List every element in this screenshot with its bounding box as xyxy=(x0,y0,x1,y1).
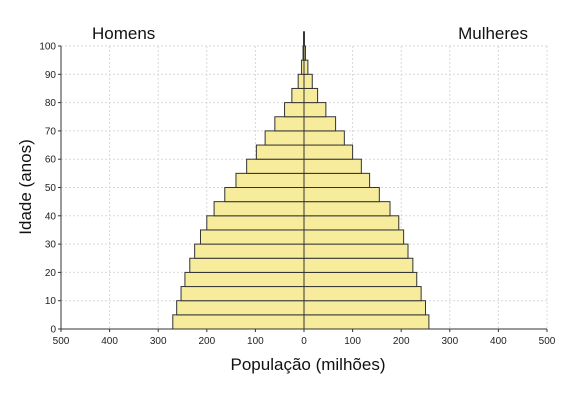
bar-male-age-70 xyxy=(274,116,305,132)
bar-male-age-65 xyxy=(264,130,305,146)
bar-male-age-75 xyxy=(284,102,305,118)
y-tick-label: 40 xyxy=(45,211,57,222)
bar-male-age-60 xyxy=(255,144,305,160)
bar-female-age-10 xyxy=(303,286,422,302)
bar-male-age-5 xyxy=(176,300,305,316)
bar-male-age-15 xyxy=(184,271,305,288)
bar-female-age-65 xyxy=(303,130,345,146)
y-axis-title: Idade (anos) xyxy=(16,139,35,234)
bar-female-age-35 xyxy=(303,215,400,231)
x-tick-label: 0 xyxy=(301,336,307,347)
bar-female-age-30 xyxy=(303,229,405,245)
x-tick-label: 400 xyxy=(101,336,118,347)
bar-male-age-10 xyxy=(180,286,305,302)
bar-female-age-0 xyxy=(303,314,430,330)
x-tick-label: 500 xyxy=(53,336,70,347)
y-tick-label: 50 xyxy=(45,183,57,194)
bar-male-age-35 xyxy=(206,215,305,231)
bar-male-age-45 xyxy=(224,187,305,203)
bar-female-age-85 xyxy=(303,73,313,89)
x-tick-label: 100 xyxy=(344,336,361,347)
y-tick-label: 70 xyxy=(45,126,57,137)
x-axis-title: População (milhões) xyxy=(231,355,386,374)
x-tick-label: 200 xyxy=(393,336,410,347)
y-tick-label: 10 xyxy=(45,296,57,307)
bar-female-age-20 xyxy=(303,257,414,273)
x-tick-label: 300 xyxy=(441,336,458,347)
y-tick-label: 60 xyxy=(45,155,57,166)
x-tick-label: 200 xyxy=(198,336,215,347)
y-tick-label: 100 xyxy=(39,42,56,53)
right-group-label: Mulheres xyxy=(458,24,528,43)
y-tick-label: 0 xyxy=(50,325,56,336)
bar-male-age-55 xyxy=(246,158,305,174)
y-tick-label: 90 xyxy=(45,70,57,81)
x-tick-label: 100 xyxy=(247,336,264,347)
bar-female-age-80 xyxy=(303,87,319,104)
x-tick-label: 400 xyxy=(490,336,507,347)
bar-female-age-70 xyxy=(303,116,337,132)
left-group-label: Homens xyxy=(92,24,155,43)
bar-female-age-55 xyxy=(303,158,362,174)
bar-male-age-25 xyxy=(194,243,305,259)
bar-male-age-30 xyxy=(199,229,305,245)
bar-female-age-25 xyxy=(303,243,409,259)
x-tick-labels: 500 400 300 200 100 0 100 200 300 400 500 xyxy=(53,329,556,347)
y-tick-labels: 0 10 20 30 40 50 60 70 80 90 100 xyxy=(39,42,61,336)
bar-female-age-60 xyxy=(303,144,354,160)
bar-female-age-50 xyxy=(303,172,371,189)
bar-female-age-40 xyxy=(303,201,391,217)
bar-male-age-50 xyxy=(235,172,305,189)
bar-male-age-80 xyxy=(291,87,305,104)
y-tick-label: 20 xyxy=(45,268,57,279)
bar-female-age-5 xyxy=(303,300,426,316)
bar-male-age-0 xyxy=(172,314,305,330)
bar-male-age-85 xyxy=(297,73,305,89)
bar-male-age-20 xyxy=(189,257,305,273)
y-tick-label: 30 xyxy=(45,240,57,251)
y-tick-label: 80 xyxy=(45,98,57,109)
bar-female-age-75 xyxy=(303,102,327,118)
x-tick-label: 500 xyxy=(539,336,556,347)
bars xyxy=(172,31,430,330)
bar-female-age-90 xyxy=(303,59,309,75)
x-tick-label: 300 xyxy=(150,336,167,347)
bar-female-age-45 xyxy=(303,187,380,203)
bar-male-age-40 xyxy=(213,201,305,217)
bar-female-age-15 xyxy=(303,271,418,288)
